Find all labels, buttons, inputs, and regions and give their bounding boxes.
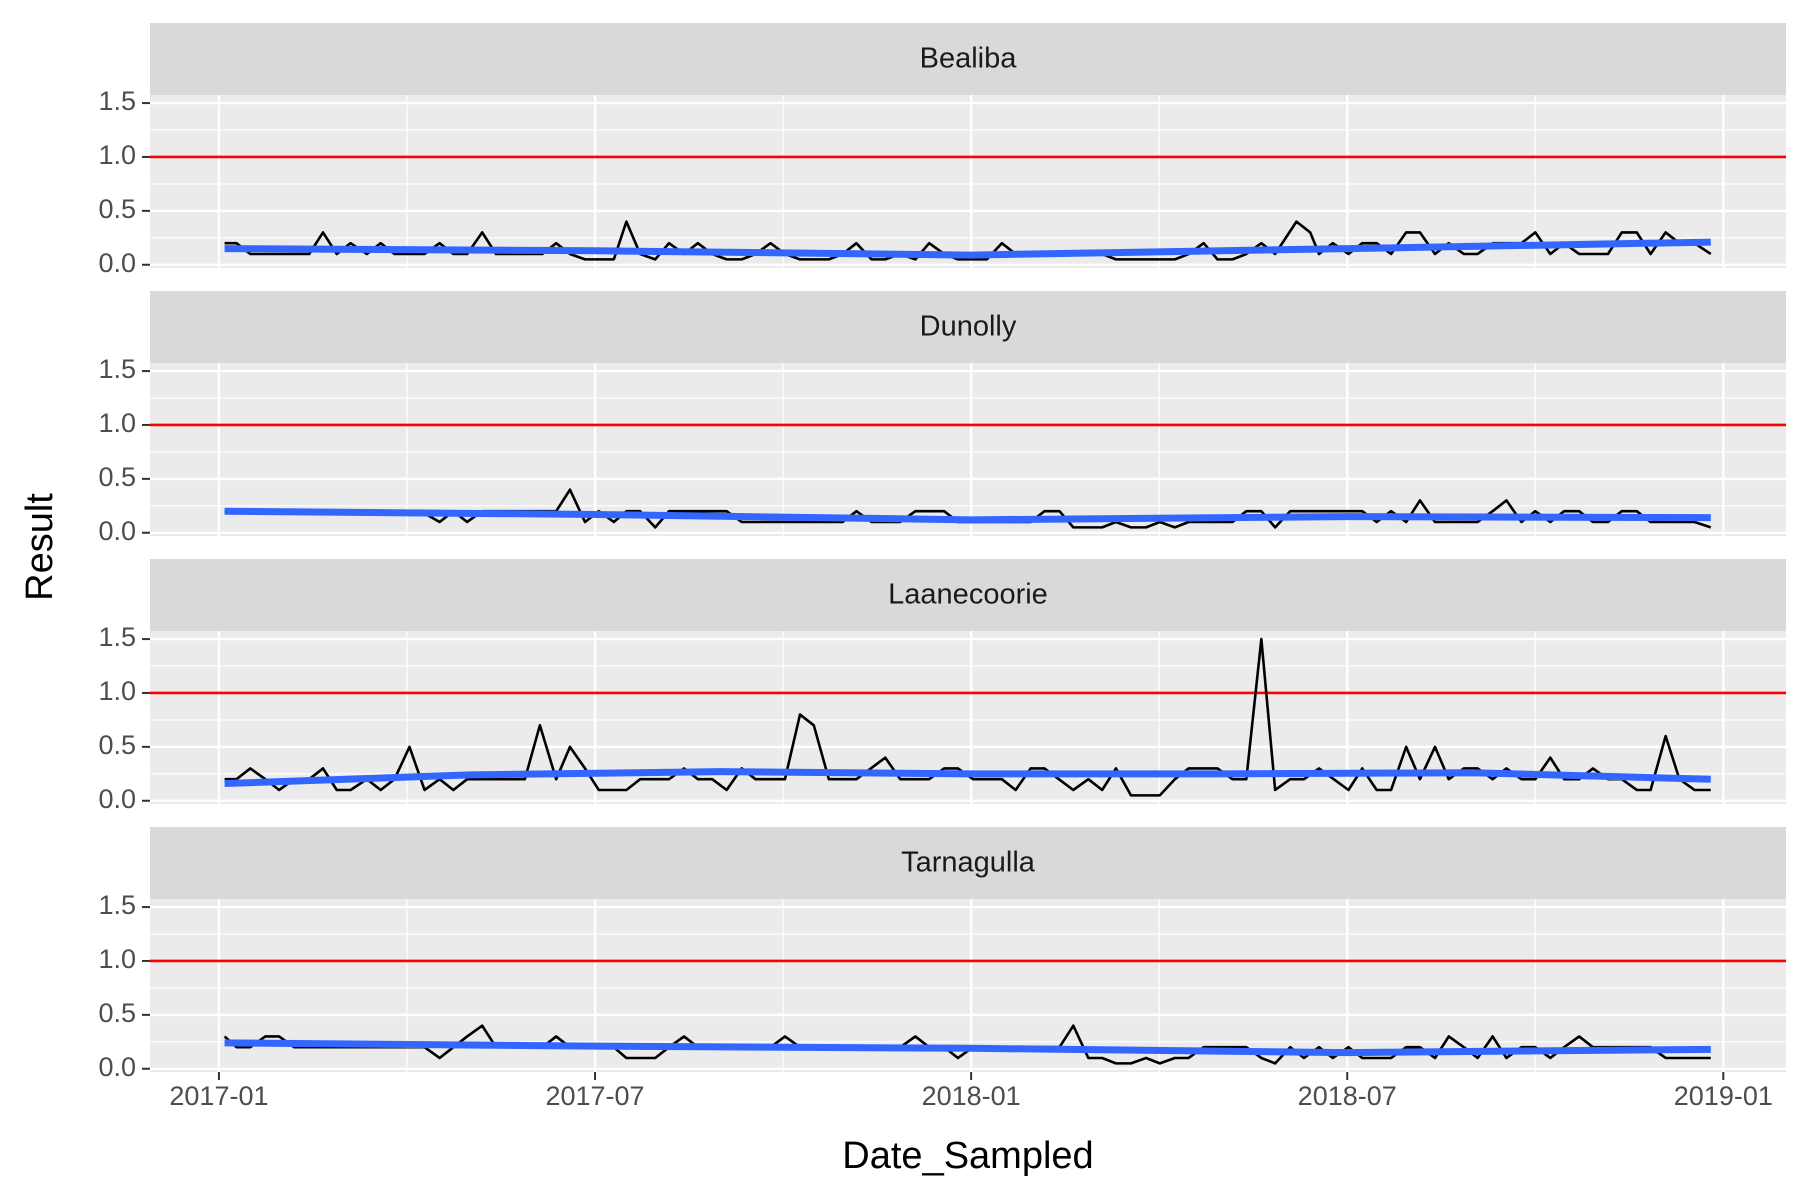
y-tick-label: 0.0 [98,248,136,278]
strip-title: Tarnagulla [901,847,1036,879]
strip-title: Laanecoorie [888,579,1048,611]
data-line [224,488,1712,529]
x-axis-title: Date_Sampled [842,1135,1093,1177]
y-tick-label: 1.5 [98,622,136,652]
x-tick-label: 2017-07 [545,1081,644,1111]
trend-line [224,768,1711,788]
y-tick-label: 0.5 [98,194,136,224]
x-tick-label: 2019-01 [1674,1081,1773,1111]
y-tick-label: 1.5 [98,890,136,920]
strip [150,827,1786,899]
y-tick-label: 0.0 [98,784,136,814]
y-tick-label: 1.5 [98,86,136,116]
strip-title: Bealiba [920,43,1018,75]
y-tick-label: 0.5 [98,730,136,760]
y-tick-label: 1.5 [98,354,136,384]
y-tick-label: 0.5 [98,998,136,1028]
y-tick-label: 1.0 [98,944,136,974]
data-line [224,637,1711,797]
x-tick-label: 2017-01 [169,1081,268,1111]
strip [150,291,1786,363]
strip [150,559,1786,631]
y-tick-label: 1.0 [98,140,136,170]
x-tick-label: 2018-01 [922,1081,1021,1111]
y-axis-title: Result [19,493,61,601]
strip-title: Dunolly [920,311,1017,343]
y-tick-label: 0.5 [98,462,136,492]
panel-background [150,363,1786,536]
trend-line [224,238,1711,259]
trend-line [224,1039,1711,1057]
y-tick-label: 0.0 [98,1052,136,1082]
y-tick-label: 1.0 [98,408,136,438]
y-tick-label: 1.0 [98,676,136,706]
trend-line [224,507,1711,524]
panel-background [150,95,1786,268]
y-tick-label: 0.0 [98,516,136,546]
strip [150,23,1786,95]
x-tick-label: 2018-07 [1298,1081,1397,1111]
